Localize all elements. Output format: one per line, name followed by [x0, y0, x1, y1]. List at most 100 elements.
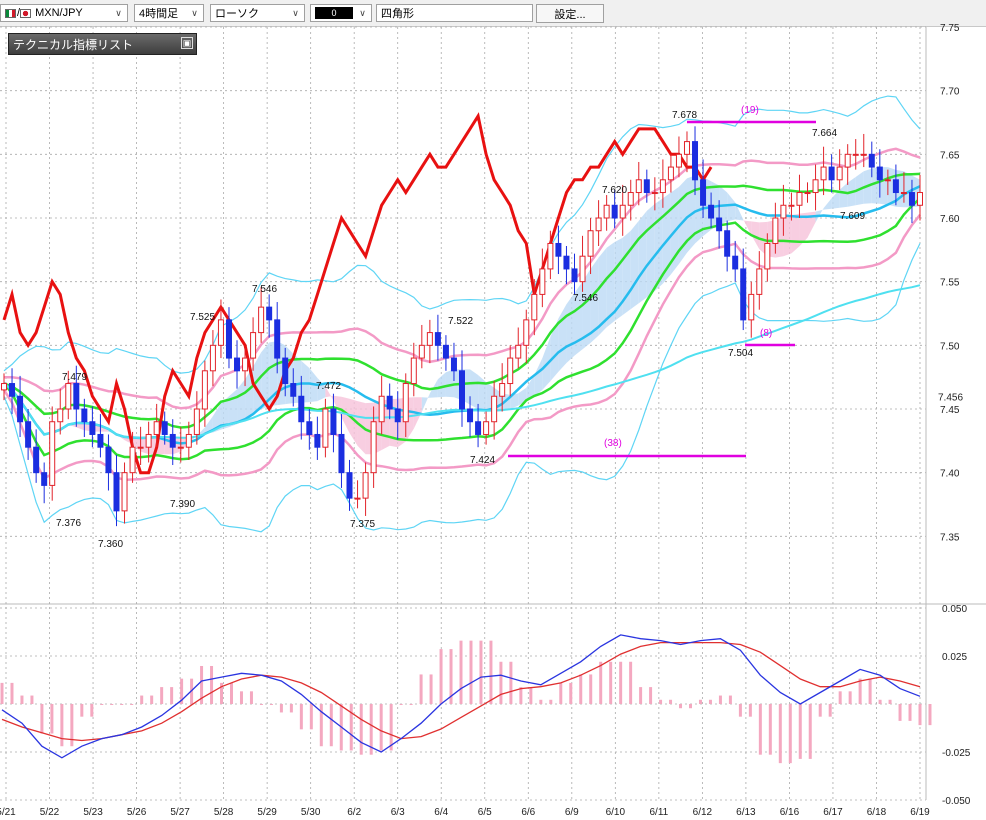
- candle-body: [884, 179, 891, 182]
- candle-body: [145, 433, 152, 448]
- macd-histogram-bar: [369, 704, 373, 755]
- candle-body: [394, 408, 401, 423]
- candle-body: [507, 357, 514, 385]
- time-tick-label: 6/19: [910, 807, 930, 818]
- candle-body: [748, 293, 755, 321]
- candle-body: [531, 293, 538, 321]
- candle-body: [892, 179, 899, 194]
- chevron-down-icon[interactable]: ∨: [115, 7, 122, 18]
- cloud-segment: [445, 369, 454, 398]
- candle-body: [491, 395, 498, 423]
- settings-button[interactable]: 設定...: [536, 4, 604, 23]
- candle-body: [555, 242, 562, 257]
- macd-line: [1, 634, 921, 759]
- price-axis: 7.35 7.40 7.45 7.50 7.55 7.60 7.65 7.70 7.75 7.45…: [938, 23, 971, 807]
- candle-body: [298, 395, 305, 423]
- candle-body: [153, 421, 160, 435]
- chart-type-select[interactable]: ローソク ∨: [210, 4, 305, 22]
- macd-histogram-bar: [220, 682, 224, 704]
- cloud-segment: [478, 375, 487, 412]
- candle-body: [185, 433, 192, 448]
- candle-body: [41, 472, 48, 486]
- candle-body: [804, 192, 811, 195]
- macd-histogram-bar: [0, 682, 4, 704]
- macd-histogram-bar: [928, 704, 932, 726]
- macd-histogram-bar: [349, 704, 353, 751]
- color-swatch: 0: [315, 7, 353, 19]
- macd-histogram-bar: [439, 649, 443, 704]
- timeframe-select[interactable]: 4時間足 ∨: [134, 4, 204, 22]
- macd-histogram-bar: [708, 699, 712, 704]
- drawing-tool-field[interactable]: 四角形: [376, 4, 533, 22]
- price-annotation: 7.525: [190, 312, 215, 323]
- cloud-segment: [807, 211, 816, 238]
- candle-body: [836, 166, 843, 181]
- price-annotation: 7.546: [573, 293, 598, 304]
- collapse-icon[interactable]: ▣: [181, 37, 193, 49]
- time-tick-label: 5/22: [40, 807, 60, 818]
- price-annotation: 7.522: [448, 316, 473, 327]
- cloud-segment: [526, 375, 535, 401]
- candle-body: [483, 421, 490, 435]
- candle-body: [547, 242, 554, 270]
- macd-histogram-bar: [130, 704, 134, 705]
- macd-histogram-bar: [509, 661, 513, 704]
- candle-body: [812, 179, 819, 194]
- macd-tick-label: 0.050: [942, 604, 967, 615]
- macd-histogram-bar: [289, 704, 293, 713]
- candle-body: [370, 421, 377, 474]
- candle-body: [563, 255, 570, 270]
- cloud-segment: [735, 202, 744, 221]
- macd-histogram-bar: [649, 687, 653, 704]
- chevron-down-icon[interactable]: ∨: [292, 7, 299, 18]
- cloud-segment: [646, 203, 655, 298]
- japan-flag-icon: [20, 8, 32, 18]
- cloud-segment: [590, 257, 599, 343]
- macd-tick-label: -0.050: [942, 796, 971, 807]
- candle-body: [105, 446, 112, 474]
- cloud-segment: [783, 215, 792, 257]
- cloud-segment: [550, 318, 559, 382]
- chevron-down-icon[interactable]: ∨: [359, 7, 366, 18]
- cloud-segment: [421, 393, 430, 412]
- macd-histogram-bar: [479, 640, 483, 704]
- candle-body: [121, 472, 128, 512]
- candle-body: [635, 179, 642, 194]
- cloud-segment: [510, 393, 519, 409]
- price-annotation: 7.472: [316, 381, 341, 392]
- macd-histogram-bar: [768, 704, 772, 755]
- symbol-select[interactable]: / MXN/JPY ∨: [0, 4, 128, 22]
- chevron-down-icon[interactable]: ∨: [191, 7, 198, 18]
- candle-body: [515, 344, 522, 359]
- cloud-segment: [534, 358, 543, 397]
- macd-histogram-bar: [918, 704, 922, 726]
- cloud-segment: [470, 369, 479, 409]
- indicator-list-panel[interactable]: テクニカル指標リスト ▣: [8, 33, 197, 55]
- candle-body: [852, 153, 859, 156]
- macd-histogram-bar: [828, 704, 832, 717]
- candle-body: [643, 179, 650, 194]
- cloud-segment: [799, 212, 808, 247]
- macd-histogram-bar: [838, 691, 842, 704]
- macd-histogram-bar: [110, 704, 114, 705]
- candle-body: [459, 370, 465, 410]
- candle-body: [820, 166, 827, 181]
- candle-body: [667, 166, 674, 181]
- macd-histogram-bar: [669, 699, 673, 704]
- candle-body: [587, 230, 594, 257]
- macd-histogram-bar: [758, 704, 762, 755]
- price-tick-label: 7.55: [940, 278, 960, 289]
- price-tick-label: 7.50: [940, 341, 960, 352]
- price-annotations: 7.479 7.376 7.360 7.525 7.390 7.546 7.472 7.375…: [56, 105, 865, 550]
- color-select[interactable]: 0 ∨: [310, 4, 372, 22]
- candle-body: [426, 332, 433, 346]
- candle-body: [274, 319, 281, 359]
- macd-histogram-bar: [20, 695, 24, 704]
- macd-histogram-bar: [140, 695, 144, 704]
- candle-body: [764, 242, 771, 270]
- macd-histogram-bar: [519, 687, 523, 704]
- macd-histogram-bar: [549, 699, 553, 704]
- time-tick-label: 6/12: [693, 807, 713, 818]
- candle-body: [346, 472, 353, 499]
